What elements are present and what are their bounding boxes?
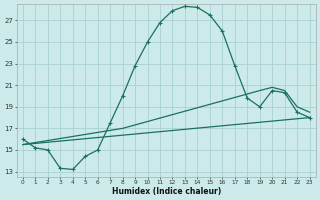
- X-axis label: Humidex (Indice chaleur): Humidex (Indice chaleur): [112, 187, 221, 196]
